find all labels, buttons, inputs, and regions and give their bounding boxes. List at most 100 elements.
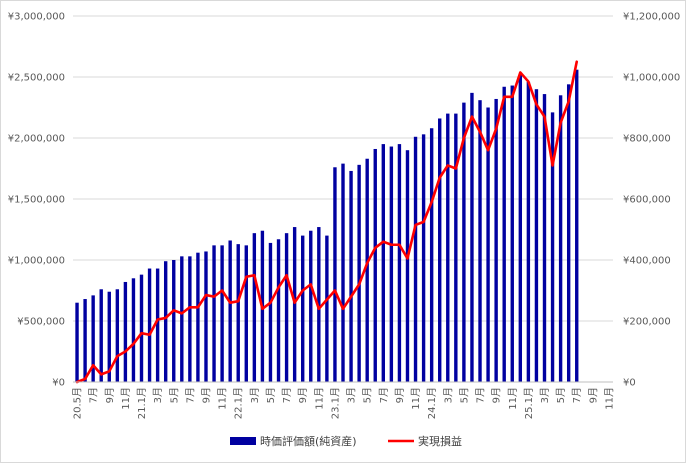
bar-6月 (373, 148, 377, 382)
bar-6月 (566, 84, 571, 382)
bar-11月 (123, 281, 128, 382)
bar-9月 (107, 291, 111, 382)
x-tick-label: 3月 (249, 387, 261, 403)
bar-12月 (421, 134, 426, 382)
y-left-tick-label: ¥0 (52, 378, 65, 389)
bar-12月 (228, 240, 232, 382)
bar-24.1月 (429, 128, 434, 382)
bar-3月 (349, 170, 353, 382)
x-tick-label: 9月 (394, 387, 406, 403)
bar-4月 (357, 164, 361, 382)
bar-10月 (212, 245, 216, 382)
x-tick-label: 5月 (458, 387, 470, 403)
y-right-tick-label: ¥200,000 (623, 317, 671, 328)
bar-6月 (276, 239, 281, 382)
bar-4月 (163, 261, 168, 382)
bar-8月 (486, 107, 490, 382)
y-left-tick-label: ¥1,500,000 (8, 195, 65, 206)
bar-2月 (244, 245, 248, 382)
bar-8月 (99, 289, 103, 382)
bar-6月 (470, 92, 474, 383)
x-tick-label: 7月 (571, 387, 583, 403)
x-tick-label: 25.1月 (523, 387, 535, 419)
line-series-realized-pl (75, 60, 579, 384)
bar-9月 (397, 144, 402, 382)
x-tick-label: 7月 (88, 387, 100, 403)
y-left-tick-label: ¥2,500,000 (8, 73, 65, 84)
bar-4月 (550, 112, 555, 382)
bar-2月 (438, 118, 442, 382)
bar-3月 (252, 233, 257, 382)
y-right-tick-label: ¥0 (623, 378, 636, 389)
x-tick-label: 11月 (603, 387, 615, 410)
x-tick-label: 21.1月 (136, 387, 148, 419)
bar-7月 (188, 256, 192, 382)
bar-5月 (268, 242, 273, 382)
x-tick-label: 9月 (587, 387, 599, 403)
bar-7月 (381, 144, 385, 382)
x-tick-label: 11月 (217, 387, 229, 410)
bar-2月 (341, 163, 345, 382)
legend-label-realized-pl: 実現損益 (418, 434, 462, 448)
y-left-tick-label: ¥500,000 (17, 317, 65, 328)
bar-2月 (147, 268, 152, 382)
x-tick-label: 5月 (265, 387, 277, 403)
bar-10月 (405, 150, 410, 382)
x-tick-label: 7月 (475, 387, 487, 403)
bar-11月 (510, 85, 514, 382)
x-tick-label: 5月 (555, 387, 567, 403)
x-tick-label: 3月 (346, 387, 358, 403)
bar-25.1月 (526, 81, 531, 382)
y-axis-right-labels: ¥0 ¥200,000 ¥400,000 ¥600,000 ¥800,000 ¥1,000… (623, 12, 680, 389)
bar-22.1月 (236, 244, 240, 382)
bar-7月 (91, 295, 95, 382)
bar-11月 (317, 227, 321, 382)
x-tick-label: 22.1月 (233, 387, 245, 419)
x-tick-label: 24.1月 (426, 387, 438, 419)
x-tick-label: 5月 (168, 387, 180, 403)
bar-7月 (284, 233, 289, 382)
y-left-tick-label: ¥1,000,000 (8, 256, 65, 267)
x-tick-label: 9月 (297, 387, 309, 403)
bar-9月 (494, 98, 498, 383)
y-right-tick-label: ¥600,000 (623, 195, 671, 206)
bar-5月 (462, 102, 466, 383)
y-right-tick-label: ¥1,200,000 (623, 12, 680, 23)
x-tick-label: 9月 (491, 387, 503, 403)
bar-9月 (204, 251, 208, 382)
x-tick-label: 7月 (184, 387, 196, 403)
legend-label-market-value: 時価評価額(純資産) (260, 434, 357, 448)
x-axis-labels: 20.5月 7月 9月 11月 21.1月 3月 5月 7月 9月 11月 22.1月 3月 5月 7月 9… (72, 387, 616, 419)
bar-12月 (518, 74, 523, 382)
legend: 時価評価額(純資産) 実現損益 (230, 434, 462, 448)
y-left-tick-label: ¥3,000,000 (8, 12, 65, 23)
x-tick-label: 9月 (200, 387, 212, 403)
bar-5月 (365, 158, 369, 382)
x-tick-label: 11月 (313, 387, 325, 410)
legend-swatch-market-value (230, 437, 256, 445)
bar-7月 (575, 69, 579, 383)
bar-6月 (180, 256, 184, 382)
bar-23.1月 (333, 167, 337, 382)
x-tick-label: 11月 (120, 387, 132, 410)
x-tick-label: 20.5月 (72, 387, 84, 419)
bar-2月 (534, 89, 539, 382)
bar-8月 (292, 227, 297, 382)
x-tick-label: 9月 (104, 387, 116, 403)
x-tick-label: 11月 (410, 387, 422, 410)
x-tick-label: 23.1月 (329, 387, 341, 419)
x-tick-label: 3月 (152, 387, 164, 403)
x-tick-label: 11月 (507, 387, 519, 410)
bar-10月 (115, 289, 120, 382)
y-axis-left-labels: ¥0 ¥500,000 ¥1,000,000 ¥1,500,000 ¥2,000,000… (8, 12, 65, 389)
bar-10月 (502, 86, 506, 382)
bar-5月 (558, 95, 563, 383)
bar-8月 (196, 252, 200, 382)
x-tick-label: 7月 (378, 387, 390, 403)
bar-6月 (83, 299, 87, 382)
y-right-tick-label: ¥400,000 (623, 256, 671, 267)
bar-9月 (301, 235, 305, 382)
x-tick-label: 7月 (281, 387, 293, 403)
